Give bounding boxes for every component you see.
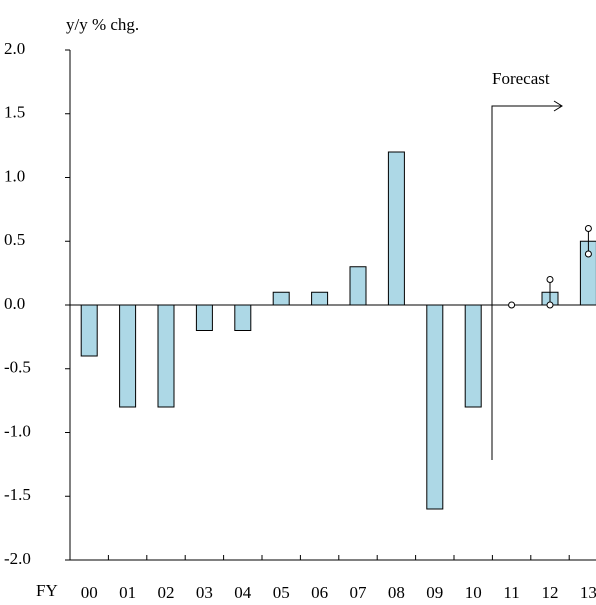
bar (464, 304, 482, 408)
x-tick-label: 02 (158, 583, 175, 602)
x-tick-label: 01 (119, 583, 136, 602)
y-tick-label: -2.0 (4, 549, 31, 568)
y-tick-label: 2.0 (4, 39, 25, 58)
y-axis-label: y/y % chg. (66, 15, 139, 34)
forecast-label: Forecast (492, 69, 550, 88)
x-tick-label: 10 (465, 583, 482, 602)
range-low (584, 250, 592, 258)
plot (65, 49, 596, 561)
y-tick-label: -1.0 (4, 421, 31, 440)
y-tick-label: 0.5 (4, 230, 25, 249)
bar (387, 151, 405, 306)
range-low (508, 301, 516, 309)
bar (311, 291, 329, 306)
bar (349, 266, 367, 306)
y-tick-label: -0.5 (4, 358, 31, 377)
bar (80, 304, 98, 357)
x-tick-label: 13 (580, 583, 596, 602)
x-tick-label: 06 (311, 583, 328, 602)
bar (157, 304, 175, 408)
x-tick-label: 11 (503, 583, 519, 602)
range-high (584, 225, 592, 232)
forecast-line (491, 105, 562, 460)
bar (119, 304, 137, 408)
range-low (546, 301, 554, 309)
x-tick-label: 09 (426, 583, 443, 602)
bar (234, 304, 252, 331)
range-high (546, 276, 554, 283)
y-tick-label: 1.5 (4, 103, 25, 122)
bar (272, 291, 290, 306)
forecast-marker (491, 100, 563, 460)
x-axis-label: FY (36, 581, 58, 600)
x-tick-label: 05 (273, 583, 290, 602)
x-tick-label: 12 (542, 583, 559, 602)
y-tick-label: 0.0 (4, 294, 25, 313)
bar (426, 304, 444, 510)
y-tick-label: -1.5 (4, 485, 31, 504)
x-tick-label: 07 (350, 583, 368, 602)
x-tick-label: 04 (234, 583, 252, 602)
forecast-arrowhead (553, 100, 563, 112)
x-tick-label: 08 (388, 583, 405, 602)
bar (195, 304, 213, 331)
x-tick-label: 03 (196, 583, 213, 602)
x-tick-label: 00 (81, 583, 98, 602)
y-tick-label: 1.0 (4, 166, 25, 185)
